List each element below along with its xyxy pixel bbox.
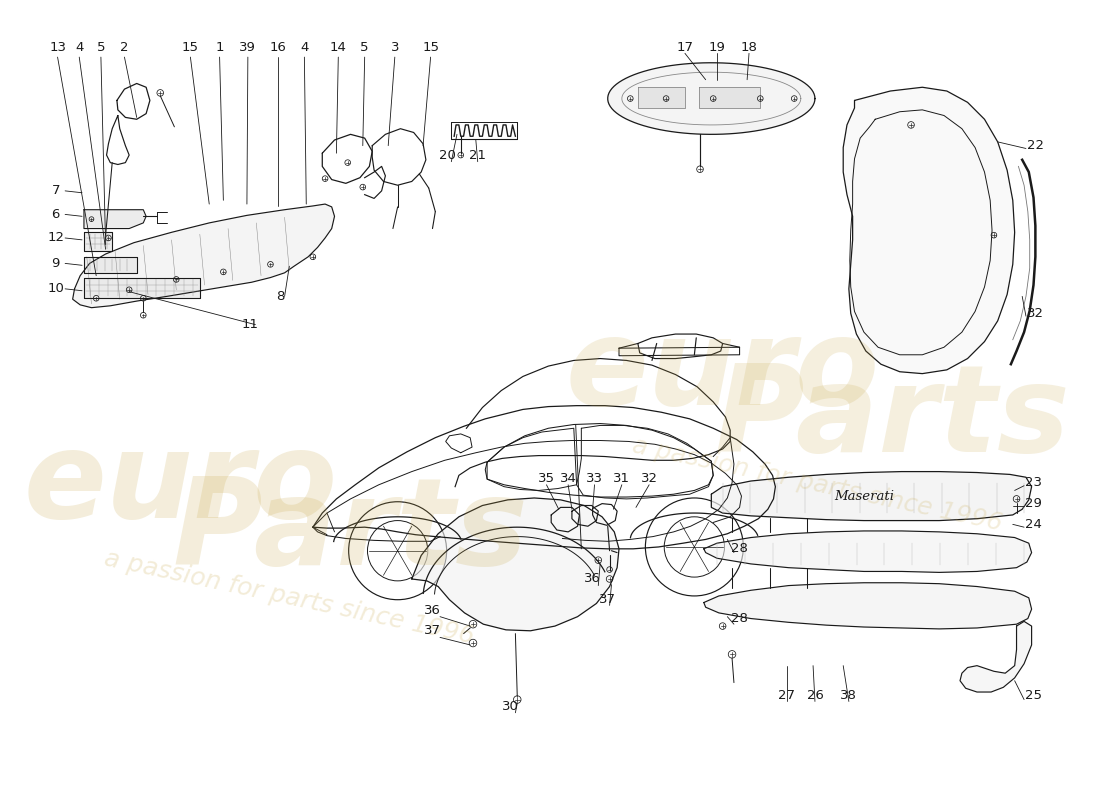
Text: Parts: Parts	[173, 474, 528, 590]
Text: 26: 26	[806, 690, 824, 702]
Text: 9: 9	[52, 257, 59, 270]
Text: 18: 18	[740, 41, 758, 54]
Text: 3: 3	[390, 41, 399, 54]
Text: a passion for parts since 1996: a passion for parts since 1996	[629, 434, 1004, 536]
Text: 21: 21	[470, 149, 486, 162]
Polygon shape	[84, 257, 136, 273]
Polygon shape	[704, 582, 1032, 629]
Text: 25: 25	[1025, 690, 1042, 702]
Polygon shape	[84, 278, 200, 298]
Polygon shape	[704, 531, 1032, 572]
Text: 15: 15	[182, 41, 199, 54]
Text: 29: 29	[1025, 497, 1042, 510]
Text: 39: 39	[240, 41, 256, 54]
Text: 27: 27	[778, 690, 795, 702]
Text: 13: 13	[50, 41, 66, 54]
Polygon shape	[73, 204, 334, 308]
Text: 28: 28	[732, 612, 748, 625]
Text: 32: 32	[640, 472, 658, 485]
Text: 10: 10	[47, 282, 64, 295]
Polygon shape	[700, 87, 760, 108]
Text: 20: 20	[439, 149, 456, 162]
Text: 19: 19	[708, 41, 725, 54]
Text: 32: 32	[1027, 307, 1044, 320]
Text: 22: 22	[1027, 139, 1044, 152]
Text: 2: 2	[120, 41, 129, 54]
Text: 6: 6	[52, 208, 59, 221]
Text: 5: 5	[361, 41, 368, 54]
Text: 15: 15	[422, 41, 439, 54]
Text: 7: 7	[52, 184, 59, 198]
Polygon shape	[608, 62, 815, 134]
Polygon shape	[960, 622, 1032, 692]
Text: 38: 38	[840, 690, 857, 702]
Text: 1: 1	[216, 41, 223, 54]
Text: 5: 5	[97, 41, 106, 54]
Text: a passion for parts since 1996: a passion for parts since 1996	[102, 547, 476, 649]
Text: 36: 36	[425, 603, 441, 617]
Text: 4: 4	[300, 41, 309, 54]
Polygon shape	[844, 87, 1014, 374]
Text: 28: 28	[732, 542, 748, 555]
Text: 36: 36	[584, 573, 601, 586]
Text: 16: 16	[270, 41, 286, 54]
Text: 4: 4	[75, 41, 84, 54]
Text: 24: 24	[1025, 518, 1042, 531]
Text: 37: 37	[424, 624, 441, 638]
Text: 17: 17	[676, 41, 693, 54]
Text: 35: 35	[538, 472, 556, 485]
Text: 30: 30	[503, 700, 519, 713]
Polygon shape	[411, 498, 619, 630]
Text: 37: 37	[600, 594, 616, 606]
Text: euro: euro	[24, 426, 338, 543]
Polygon shape	[638, 87, 685, 108]
Text: euro: euro	[565, 314, 880, 430]
Text: 31: 31	[614, 472, 630, 485]
Polygon shape	[84, 210, 146, 229]
Text: Maserati: Maserati	[834, 490, 894, 502]
Text: 11: 11	[241, 318, 258, 331]
Text: 12: 12	[47, 231, 64, 245]
Text: 33: 33	[586, 472, 603, 485]
Text: Parts: Parts	[714, 360, 1070, 478]
Text: 23: 23	[1025, 476, 1042, 490]
Polygon shape	[84, 232, 112, 251]
Text: 14: 14	[330, 41, 346, 54]
Text: 8: 8	[276, 290, 284, 303]
Text: 34: 34	[560, 472, 576, 485]
Polygon shape	[712, 471, 1032, 521]
